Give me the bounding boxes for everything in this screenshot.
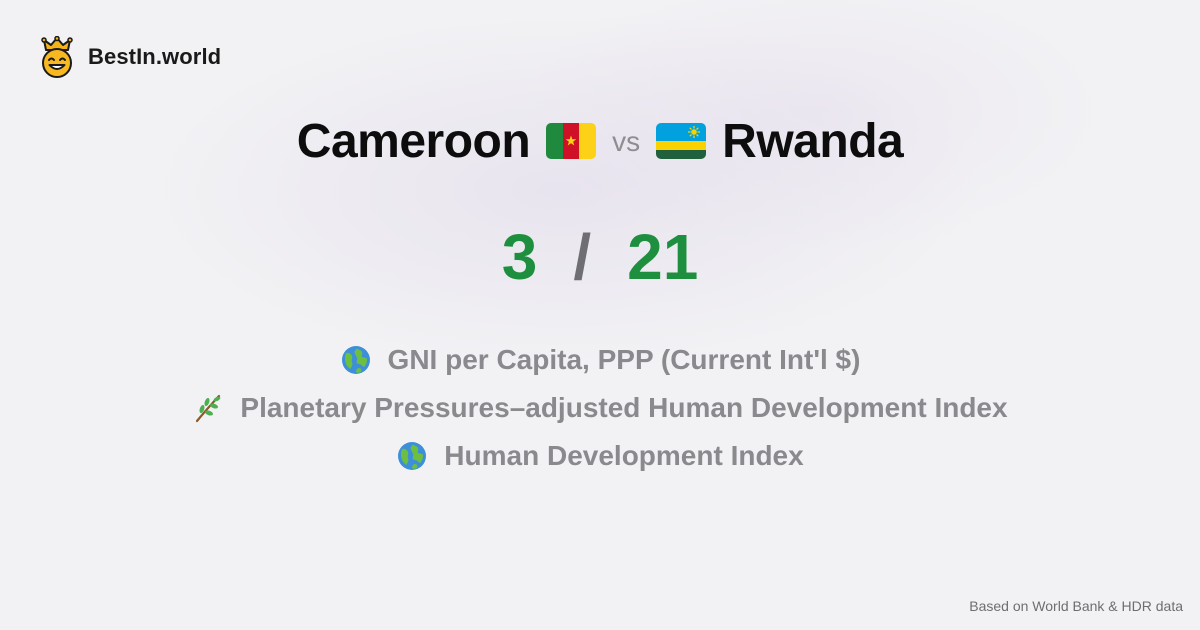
globe-icon xyxy=(398,442,427,470)
globe-icon xyxy=(341,346,370,374)
metric-item-gni: GNI per Capita, PPP (Current Int'l $) xyxy=(0,336,1200,384)
vs-label: vs xyxy=(612,126,641,157)
crowned-smiley-icon xyxy=(41,36,73,78)
rwanda-flag-icon xyxy=(656,123,707,159)
metric-label: GNI per Capita, PPP (Current Int'l $) xyxy=(387,344,861,375)
metric-item-hdi: Human Development Index xyxy=(0,432,1200,480)
brand-name: BestIn.world xyxy=(88,44,222,69)
score-separator: / xyxy=(573,221,592,293)
metric-list: GNI per Capita, PPP (Current Int'l $) Pl… xyxy=(0,336,1200,480)
comparison-title: Cameroon vs Rwanda xyxy=(0,108,1200,174)
cameroon-flag-icon xyxy=(546,123,597,159)
left-country-name: Cameroon xyxy=(296,114,531,168)
metric-label: Human Development Index xyxy=(444,440,804,471)
data-source-note: Based on World Bank & HDR data xyxy=(969,598,1183,614)
left-score: 3 xyxy=(501,221,538,293)
metric-item-phdi: Planetary Pressures–adjusted Human Devel… xyxy=(0,384,1200,432)
right-country-name: Rwanda xyxy=(722,114,904,168)
metric-label: Planetary Pressures–adjusted Human Devel… xyxy=(240,392,1008,423)
herb-icon xyxy=(196,394,221,423)
score-display: 3 / 21 xyxy=(0,215,1200,299)
brand-header[interactable]: BestIn.world xyxy=(38,36,221,78)
right-score: 21 xyxy=(627,221,699,293)
